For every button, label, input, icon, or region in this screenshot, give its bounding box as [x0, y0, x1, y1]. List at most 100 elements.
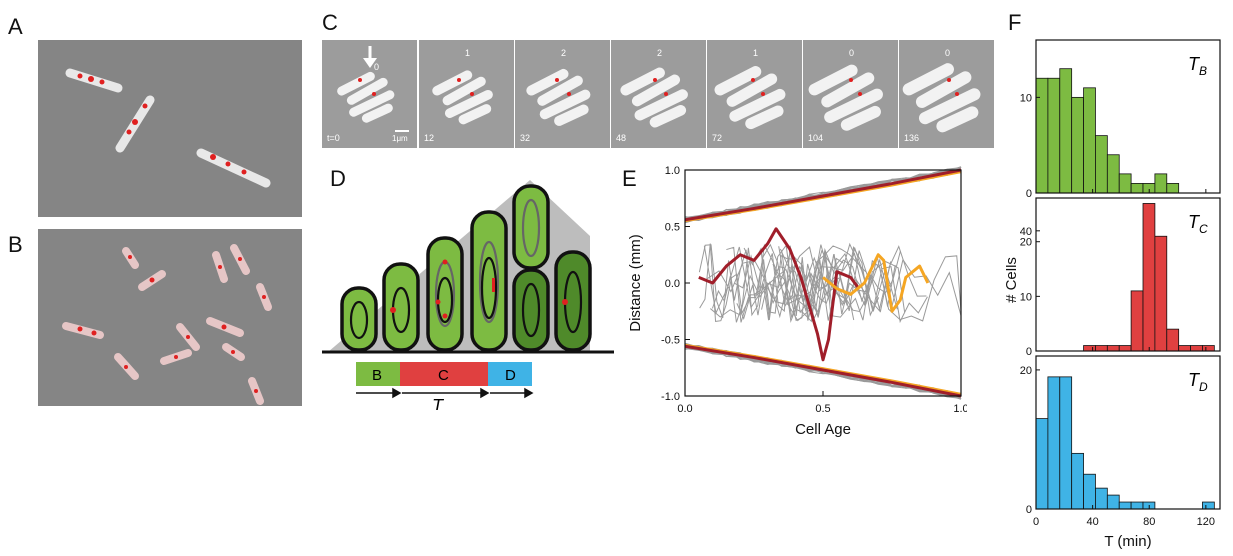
trace-line [743, 244, 880, 323]
x-tick-label: 0.0 [677, 403, 692, 415]
x-axis-label: T (min) [1104, 533, 1151, 550]
time-lapse-frame: 32 2 [515, 40, 610, 148]
scale-bar-label: 1μm [392, 134, 408, 143]
x-tick-label: 120 [1197, 516, 1215, 528]
y-tick-label: -1.0 [661, 391, 680, 403]
histogram-bar [1202, 345, 1215, 352]
y-tick-label: 10 [1020, 92, 1032, 104]
histogram-bar [1095, 135, 1108, 194]
y-tick-label: 1.0 [665, 165, 680, 177]
frame-time-label: 48 [616, 133, 627, 143]
micrograph-a [38, 40, 302, 217]
histogram-bar [1035, 418, 1049, 510]
histogram-label: TD [1188, 370, 1208, 394]
histogram-bar [1142, 203, 1156, 352]
time-lapse-frame: 72 1 [707, 40, 802, 148]
frame-count-label: 0 [374, 62, 380, 72]
series-line [684, 168, 962, 222]
series-line [698, 227, 861, 362]
series-line [822, 253, 930, 313]
trace-line [734, 245, 867, 314]
trace-line [684, 345, 962, 397]
y-tick-label: 20 [1020, 365, 1032, 377]
y-tick-label: 0 [1026, 504, 1032, 516]
trace-line [781, 247, 928, 324]
trace-line [711, 245, 809, 323]
histogram-label-sub: C [1199, 222, 1208, 236]
histogram-bar [1059, 68, 1073, 194]
frame-count-label: 2 [561, 48, 567, 58]
phase-c-bar [400, 362, 488, 386]
panel-label-d: D [330, 166, 346, 191]
histogram-bar [1106, 345, 1120, 352]
frame-cell-cluster [803, 40, 898, 148]
x-tick-label: 0 [1033, 516, 1039, 528]
frame-count-label: 2 [657, 48, 663, 58]
phase-c-label: C [438, 367, 449, 384]
y-tick-label: 0.5 [665, 222, 680, 234]
histogram-bar [1166, 328, 1180, 352]
x-tick-label: 0.5 [815, 403, 830, 415]
histogram-bar [1118, 501, 1132, 510]
y-tick-label: 40 [1020, 226, 1032, 238]
phase-d-label: D [505, 367, 516, 384]
frame-time-label: 12 [424, 133, 435, 143]
trace-line [684, 169, 962, 221]
histogram-label: TB [1188, 54, 1207, 78]
histogram-bar [1106, 154, 1120, 194]
scale-bar [395, 130, 409, 132]
histogram-bar [1095, 345, 1108, 352]
histogram-frame [1035, 197, 1221, 352]
histogram-bar [1118, 173, 1132, 194]
histogram-bar [1190, 345, 1203, 352]
histogram-label-sub: D [1199, 380, 1208, 394]
phase-b-bar [356, 362, 400, 386]
histogram-bar [1071, 452, 1084, 510]
histogram-bar [1095, 487, 1108, 510]
frame-cell-cluster [611, 40, 706, 148]
y-tick-label: 0 [1026, 188, 1032, 200]
histogram-label: TC [1188, 212, 1208, 236]
histogram-bar [1118, 345, 1132, 352]
panel-label-c: C [322, 10, 338, 35]
y-tick-label: 20 [1020, 237, 1032, 249]
series-line [684, 344, 962, 398]
frame-time-label: 104 [808, 133, 824, 143]
micrograph-b [38, 229, 302, 406]
trace-line [699, 243, 785, 322]
frame-cell-cluster [899, 40, 994, 148]
panel-label-a: A [8, 14, 23, 39]
histogram-bar [1130, 183, 1144, 194]
histogram-bar [1178, 345, 1191, 352]
x-tick-label: 80 [1143, 516, 1155, 528]
histogram-bar [1047, 77, 1061, 194]
frame-cell-cluster [707, 40, 802, 148]
y-axis-label: Distance (mm) [627, 234, 644, 332]
panel-label-f: F [1008, 10, 1022, 35]
time-lapse-frame: 104 0 [803, 40, 898, 148]
period-label: T [432, 396, 445, 410]
histogram-frame [1035, 355, 1221, 510]
time-lapse-frame: 12 1 [419, 40, 514, 148]
histogram-bar [1106, 494, 1120, 510]
histogram-bar [1071, 96, 1084, 194]
histogram-bar [1154, 235, 1168, 352]
histogram-bar [1083, 87, 1096, 194]
phase-b-label: B [372, 367, 382, 384]
x-tick-label: 40 [1086, 516, 1098, 528]
frame-time-label: 136 [904, 133, 920, 143]
y-tick-label: -0.5 [661, 335, 680, 347]
histogram-bar [1083, 345, 1096, 352]
cell-cycle-schematic: B C D T [322, 180, 614, 410]
histogram-bar [1047, 376, 1061, 510]
y-tick-label: 0.0 [665, 278, 680, 290]
chart-e: 0.0 0.5 1.0 -1.0 -0.5 0.0 0.5 1.0 Cell Age Distan… [627, 165, 967, 438]
frame-count-label: 1 [465, 48, 471, 58]
background-traces [684, 166, 962, 400]
time-lapse-frame: 136 0 [899, 40, 994, 148]
phase-d-bar [488, 362, 532, 386]
frame-cell-cluster [419, 40, 514, 148]
frame-count-label: 0 [945, 48, 951, 58]
histogram-bar [1035, 77, 1049, 194]
